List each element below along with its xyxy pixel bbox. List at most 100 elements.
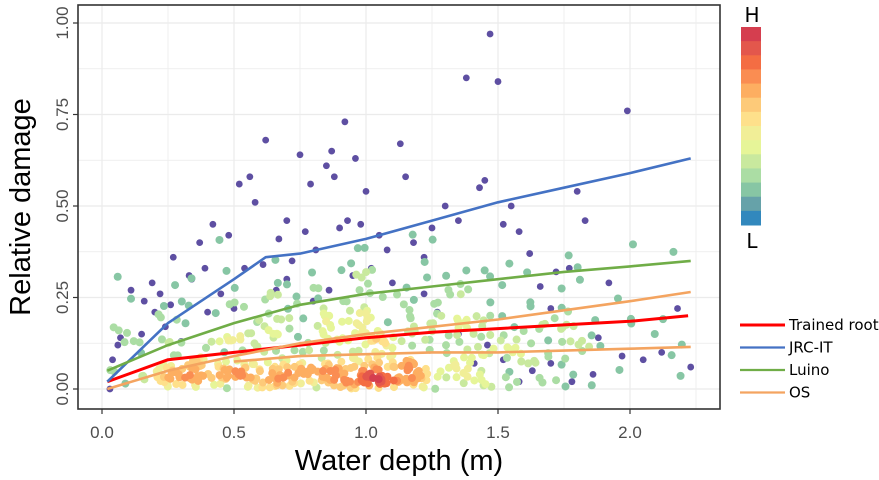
scatter-point: [496, 336, 505, 345]
scatter-point: [337, 357, 346, 366]
scatter-point: [177, 297, 186, 306]
scatter-point: [569, 370, 578, 379]
scatter-point: [247, 329, 256, 338]
scatter-point: [187, 274, 196, 283]
colorbar-segment: [741, 83, 761, 99]
scatter-point: [561, 382, 570, 391]
scatter-point: [322, 317, 331, 326]
scatter-point: [239, 302, 248, 311]
scatter-point: [328, 147, 336, 155]
scatter-point: [175, 373, 184, 382]
y-axis-title: Relative damage: [5, 98, 37, 316]
scatter-point: [360, 243, 369, 252]
scatter-point: [615, 365, 624, 374]
curve-luino: [106, 259, 691, 372]
scatter-point: [460, 353, 469, 362]
scatter-point: [209, 220, 217, 228]
scatter-point: [378, 337, 387, 346]
scatter-point: [271, 255, 280, 264]
scatter-point: [285, 324, 294, 333]
scatter-point: [178, 380, 187, 389]
scatter-point: [215, 371, 224, 380]
scatter-point: [215, 337, 224, 346]
scatter-point: [623, 107, 631, 115]
scatter-point: [428, 224, 436, 232]
scatter-point: [285, 314, 294, 323]
scatter-point: [431, 384, 440, 393]
scatter-point: [523, 268, 532, 277]
scatter-point: [428, 235, 437, 244]
scatter-point: [561, 354, 570, 363]
scatter-point: [181, 319, 190, 328]
scatter-point: [420, 257, 429, 266]
scatter-point: [113, 272, 122, 281]
scatter-point: [296, 151, 304, 159]
scatter-point: [481, 176, 489, 184]
scatter-point: [650, 329, 659, 338]
scatter-point: [550, 314, 559, 323]
scatter-point: [486, 330, 495, 339]
scatter-point: [217, 290, 225, 298]
scatter-point: [469, 329, 478, 338]
scatter-point: [127, 294, 136, 303]
scatter-point: [318, 372, 327, 381]
scatter-point: [594, 334, 602, 342]
scatter-point: [527, 339, 536, 348]
scatter-point: [123, 328, 132, 337]
scatter-point: [259, 261, 267, 268]
scatter-point: [185, 371, 194, 380]
scatter-point: [538, 378, 547, 387]
colorbar-segment: [741, 41, 761, 56]
colorbar-low-label: L: [746, 229, 758, 253]
x-tick-label: 1.5: [486, 423, 510, 442]
curve-os: [233, 345, 691, 363]
scatter-point: [507, 202, 515, 210]
scatter-point: [290, 362, 299, 371]
scatter-point: [639, 356, 647, 364]
scatter-point: [362, 187, 370, 195]
scatter-point: [466, 358, 475, 367]
scatter-point: [222, 384, 231, 393]
scatter-point: [169, 253, 177, 261]
scatter-point: [459, 369, 468, 378]
x-tick-label: 1.0: [354, 423, 378, 442]
scatter-point: [565, 264, 573, 272]
scatter-point: [513, 377, 522, 386]
colorbar-segment: [741, 27, 761, 42]
scatter-point: [157, 335, 166, 344]
scatter-point: [222, 357, 231, 366]
scatter-point: [288, 257, 296, 265]
x-axis-title: Water depth (m): [295, 445, 503, 477]
y-tick-label: 0.75: [53, 98, 72, 131]
colorbar-segment: [741, 126, 761, 141]
scatter-point: [355, 309, 364, 318]
scatter-point: [407, 374, 416, 383]
scatter-point: [345, 306, 354, 315]
colorbar-segment: [741, 69, 761, 85]
curve-os: [106, 290, 691, 391]
scatter-point: [301, 228, 309, 236]
scatter-point: [138, 330, 146, 338]
scatter-point: [397, 337, 406, 346]
scatter-point: [114, 326, 123, 335]
scatter-point: [318, 367, 327, 376]
scatter-point: [337, 266, 346, 275]
scatter-point: [557, 360, 566, 369]
scatter-point: [456, 290, 465, 299]
scatter-point: [477, 332, 486, 341]
y-tick-label: 0.25: [53, 281, 72, 314]
scatter-point: [313, 321, 322, 330]
scatter-point: [477, 375, 486, 384]
scatter-point: [363, 314, 372, 323]
scatter-point: [667, 351, 676, 360]
scatter-point: [504, 344, 513, 353]
colorbar-segment: [741, 55, 761, 70]
scatter-point: [566, 337, 575, 346]
x-tick-label: 0.0: [90, 423, 114, 442]
legend: Trained root JRC-IT Luino OS: [740, 316, 879, 402]
scatter-point: [564, 251, 573, 260]
scatter-point: [235, 180, 243, 188]
model-curves: [106, 157, 692, 391]
scatter-point: [575, 275, 584, 284]
scatter-point: [216, 379, 225, 388]
